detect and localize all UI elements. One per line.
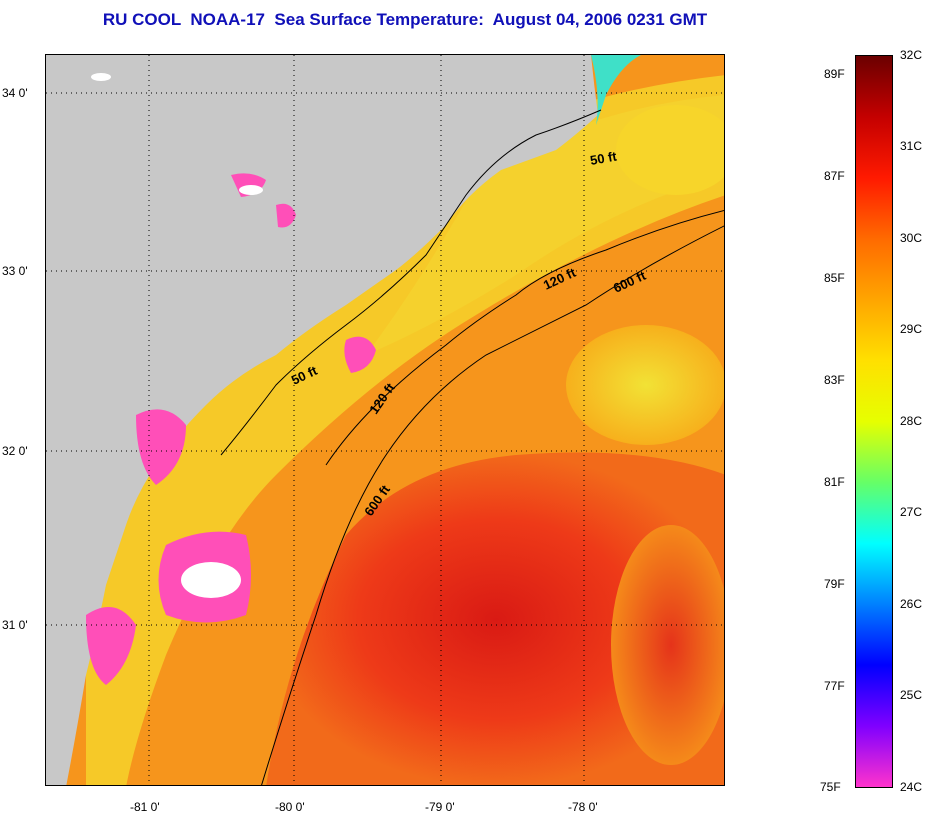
colorbar-label-75f: 75F	[820, 780, 841, 794]
offshore-yellow-patch	[566, 325, 724, 445]
colorbar-label-77f: 77F	[824, 679, 845, 693]
contour-label-50ft-north: 50 ft	[589, 148, 619, 168]
northeast-yellow-patch	[616, 105, 724, 195]
colorbar-label-83f: 83F	[824, 373, 845, 387]
lat-label-32: 32 0'	[2, 444, 28, 458]
sst-map-canvas: 50 ft 120 ft 600 ft 50 ft 120 ft 600 ft	[46, 55, 724, 785]
cloud-white-core	[181, 562, 241, 598]
cloud-cover-island	[276, 203, 296, 228]
lon-label-78: -78 0'	[568, 800, 598, 814]
contour-50ft	[220, 109, 602, 456]
cloud-white-small	[239, 185, 263, 195]
colorbar-label-26c: 26C	[900, 597, 923, 611]
cloud-cover-inshore	[344, 336, 376, 373]
colorbar-label-31c: 31C	[900, 139, 923, 153]
colorbar-label-85f: 85F	[824, 271, 845, 285]
colorbar-label-28c: 28C	[900, 414, 923, 428]
graticule	[46, 55, 724, 785]
cloud-white-tiny	[91, 73, 111, 81]
nearshore-warm-band	[86, 75, 724, 785]
colorbar-label-87f: 87F	[824, 169, 845, 183]
colorbar-label-32c: 32C	[900, 48, 923, 62]
lon-label-81: -81 0'	[130, 800, 160, 814]
lat-label-31: 31 0'	[2, 618, 28, 632]
temperature-colorbar	[855, 55, 893, 788]
map-title: RU COOL NOAA-17 Sea Surface Temperature:…	[102, 10, 708, 29]
lat-label-34: 34 0'	[2, 86, 28, 100]
sst-map: 50 ft 120 ft 600 ft 50 ft 120 ft 600 ft	[45, 54, 725, 786]
contour-600ft	[261, 225, 724, 785]
colorbar-label-25c: 25C	[900, 688, 923, 702]
colorbar-label-79f: 79F	[824, 577, 845, 591]
coastal-cool-strip	[591, 55, 641, 125]
lat-label-33: 33 0'	[2, 264, 28, 278]
colorbar-label-27c: 27C	[900, 505, 923, 519]
contour-120ft	[325, 209, 724, 466]
lon-label-80: -80 0'	[275, 800, 305, 814]
depth-contours	[220, 109, 724, 785]
colorbar-label-29c: 29C	[900, 322, 923, 336]
eastern-warm-eddy	[611, 525, 724, 765]
land-area	[46, 55, 598, 785]
colorbar-label-30c: 30C	[900, 231, 923, 245]
colorbar-label-89f: 89F	[824, 67, 845, 81]
cloud-cover-mid	[136, 409, 186, 485]
colorbar-label-24c: 24C	[900, 780, 923, 794]
cloud-cover-coastal	[86, 607, 136, 685]
gulf-stream-warm-core	[266, 452, 724, 785]
lon-label-79: -79 0'	[425, 800, 455, 814]
colorbar-label-81f: 81F	[824, 475, 845, 489]
